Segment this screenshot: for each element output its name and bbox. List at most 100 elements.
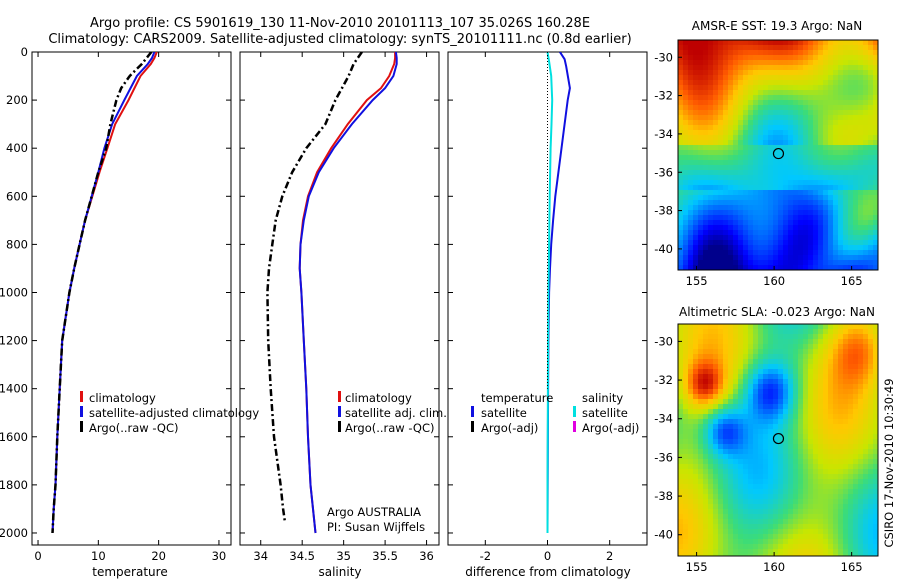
map-pixel <box>773 444 779 450</box>
map-pixel <box>783 70 789 76</box>
sst-map-image <box>678 40 878 270</box>
map-pixel <box>688 364 694 370</box>
y-tick-label: 600 <box>6 189 28 203</box>
map-pixel <box>868 534 874 540</box>
map-pixel <box>713 240 719 246</box>
map-pixel <box>798 514 804 520</box>
map-pixel <box>718 145 724 151</box>
map-pixel <box>783 409 789 415</box>
map-pixel <box>863 225 869 231</box>
map-pixel <box>733 479 739 485</box>
map-pixel <box>863 419 869 425</box>
map-pixel <box>833 379 839 385</box>
pi-label: PI: Susan Wijffels <box>327 520 425 534</box>
map-pixel <box>798 384 804 390</box>
map-pixel <box>813 60 819 66</box>
map-pixel <box>738 499 744 505</box>
map-pixel <box>818 115 824 121</box>
map-pixel <box>773 90 779 96</box>
map-pixel <box>763 459 769 465</box>
map-pixel <box>758 549 764 555</box>
map-pixel <box>678 429 684 435</box>
map-x-tick-label: 155 <box>686 560 708 574</box>
map-pixel <box>718 524 724 530</box>
map-pixel <box>788 404 794 410</box>
map-pixel <box>838 185 844 191</box>
map-pixel <box>733 125 739 131</box>
map-pixel <box>688 140 694 146</box>
map-pixel <box>818 175 824 181</box>
map-pixel <box>723 85 729 91</box>
map-pixel <box>853 120 859 126</box>
map-pixel <box>698 230 704 236</box>
map-pixel <box>743 195 749 201</box>
map-pixel <box>803 95 809 101</box>
map-pixel <box>798 554 804 556</box>
map-pixel <box>728 150 734 156</box>
map-pixel <box>693 479 699 485</box>
map-pixel <box>863 464 869 470</box>
map-pixel <box>788 359 794 365</box>
map-pixel <box>758 389 764 395</box>
map-pixel <box>743 250 749 256</box>
map-pixel <box>713 40 719 46</box>
map-pixel <box>838 85 844 91</box>
map-pixel <box>693 250 699 256</box>
map-pixel <box>848 379 854 385</box>
map-pixel <box>823 230 829 236</box>
map-pixel <box>873 150 878 156</box>
map-pixel <box>753 409 759 415</box>
map-pixel <box>758 459 764 465</box>
map-pixel <box>853 549 859 555</box>
map-pixel <box>798 504 804 510</box>
map-pixel <box>768 250 774 256</box>
map-pixel <box>778 200 784 206</box>
map-pixel <box>863 260 869 266</box>
map-pixel <box>823 140 829 146</box>
map-pixel <box>863 185 869 191</box>
map-pixel <box>723 344 729 350</box>
map-pixel <box>718 404 724 410</box>
map-pixel <box>848 255 854 261</box>
map-pixel <box>808 484 814 490</box>
map-pixel <box>743 484 749 490</box>
map-pixel <box>678 509 684 515</box>
map-pixel <box>858 424 864 430</box>
map-pixel <box>743 449 749 455</box>
map-pixel <box>858 399 864 405</box>
map-pixel <box>783 554 789 556</box>
map-pixel <box>863 409 869 415</box>
map-pixel <box>858 374 864 380</box>
map-pixel <box>688 230 694 236</box>
map-pixel <box>738 220 744 226</box>
map-pixel <box>723 90 729 96</box>
map-pixel <box>873 499 878 505</box>
map-pixel <box>793 145 799 151</box>
map-pixel <box>708 135 714 141</box>
map-pixel <box>688 534 694 540</box>
map-pixel <box>778 454 784 460</box>
map-pixel <box>833 130 839 136</box>
map-pixel <box>863 504 869 510</box>
map-pixel <box>818 419 824 425</box>
map-pixel <box>858 175 864 181</box>
map-pixel <box>853 70 859 76</box>
map-pixel <box>773 65 779 71</box>
map-pixel <box>688 434 694 440</box>
map-pixel <box>848 55 854 61</box>
legend-climatology: climatology <box>345 391 412 405</box>
map-pixel <box>793 205 799 211</box>
map-pixel <box>678 120 684 126</box>
map-pixel <box>838 339 844 345</box>
map-pixel <box>873 115 878 121</box>
map-pixel <box>868 364 874 370</box>
map-pixel <box>728 105 734 111</box>
map-pixel <box>798 200 804 206</box>
map-pixel <box>678 449 684 455</box>
map-pixel <box>773 424 779 430</box>
map-pixel <box>848 534 854 540</box>
map-pixel <box>723 240 729 246</box>
map-pixel <box>748 125 754 131</box>
map-pixel <box>858 45 864 51</box>
map-pixel <box>808 449 814 455</box>
